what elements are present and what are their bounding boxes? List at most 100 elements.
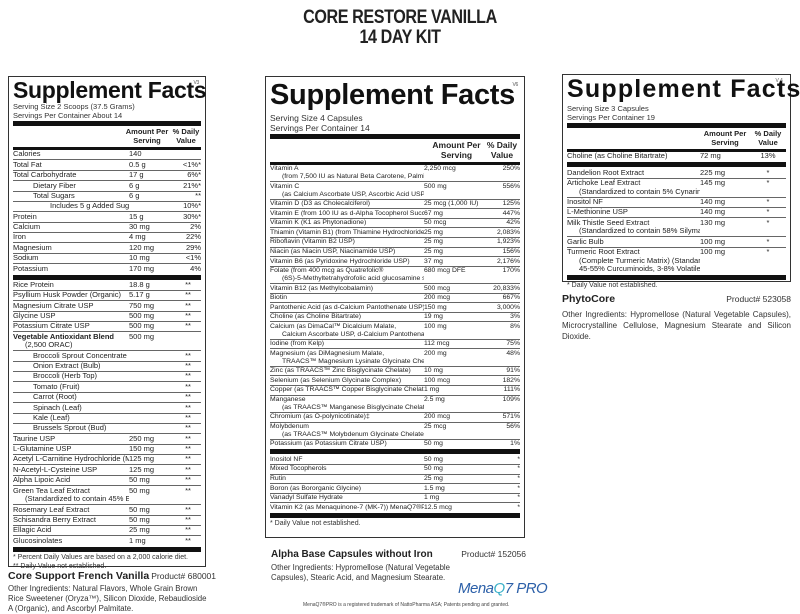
table-row: Iron 4 mg 22% (13, 232, 201, 244)
other-ingredients: Other Ingredients: Hypromellose (Natural… (562, 310, 791, 341)
row-name: Vitamin D (D3 as Cholecalciferol) (270, 200, 370, 208)
row-daily-value: 6%* (187, 170, 201, 180)
row-amount: 50 mg (424, 465, 443, 473)
row-daily-value: ** (185, 525, 191, 535)
row-amount: 15 g (129, 211, 144, 221)
table-row: Potassium Citrate USP 500 mg ** (13, 322, 201, 333)
product-line-core-support: Core Support French Vanilla Product# 680… (8, 570, 216, 582)
version-label: V4 (775, 78, 784, 84)
menaq7-pro-logo: MenaQ7 PRO (458, 580, 548, 597)
col-dv-header: % Daily Value (172, 127, 200, 145)
table-row: L-Glutamine USP 150 mg ** (13, 445, 201, 456)
column-header: Amount Per Serving % Daily Value (13, 127, 201, 147)
servings-per-container: Servings Per Container About 14 (13, 111, 123, 120)
table-row: Rosemary Leaf Extract 50 mg ** (13, 504, 201, 516)
row-amount: 30 mg (129, 222, 150, 232)
footnote-daily-value-basis: * Percent Daily Values are based on a 2,… (13, 553, 188, 561)
row-daily-value: 125% (502, 200, 520, 208)
table-row: Boron (as Bororganic Glycine) 1.5 mg * (270, 484, 520, 494)
row-amount: 6 g (129, 190, 140, 200)
table-row: Vitamin K2 (as Menaquinone-7 (MK-7)) Men… (270, 503, 520, 512)
col-amount-header: Amount Per Serving (125, 127, 169, 145)
row-name: Milk Thistle Seed Extract (Standardized t… (567, 218, 700, 236)
row-name: Tomato (Fruit) (33, 382, 80, 391)
row-name: Spinach (Leaf) (33, 403, 82, 412)
table-row: Thiamin (Vitamin B1) (from Thiamine Hydr… (270, 228, 520, 239)
row-name: Magnesium (as DiMagnesium Malate, TRAACS™… (270, 349, 424, 365)
row-name: Brussels Sprout (Bud) (33, 424, 107, 433)
row-amount: 10 mg (129, 253, 150, 263)
row-name: Includes 5 g Added Sugars (50, 202, 129, 211)
row-subtext: (Standardized to contain 5% Cynarin) (579, 186, 700, 196)
row-name: Rutin (270, 475, 286, 482)
row-amount: 200 mcg (424, 294, 451, 302)
row-subtext: (6S)-5-Methyltetrahydrofolic acid glucos… (282, 274, 424, 282)
row-name: Potassium (as Potassium Citrate USP) (270, 440, 387, 448)
row-daily-value: 111% (503, 386, 520, 394)
row-daily-value: 8% (510, 322, 520, 330)
table-row: Magnesium Citrate USP 750 mg ** (13, 301, 201, 312)
row-daily-value: ** (185, 290, 191, 300)
row-name: Magnesium Citrate USP (13, 301, 94, 310)
row-daily-value: * (766, 247, 770, 257)
row-amount: 72 mg (700, 151, 721, 161)
divider-bar (270, 512, 520, 518)
table-row: Inositol NF 50 mg * (270, 455, 520, 466)
table-row: Potassium (as Potassium Citrate USP) 50 m… (270, 440, 520, 449)
product-name: PhytoCore (562, 293, 616, 305)
row-amount: 10 mg (424, 367, 443, 375)
row-name: Total Sugars (33, 191, 75, 200)
other-ingredients: Other Ingredients: Natural Flavors, Whol… (8, 584, 207, 613)
row-amount: 1 mg (129, 535, 146, 545)
row-name: Broccoli Sprout Concentrate (33, 351, 127, 360)
row-name: Psyllium Husk Powder (Organic) (13, 291, 121, 300)
footnote-not-established: * Daily Value not established. (270, 519, 361, 527)
table-row: Choline (as Choline Bitartrate) 19 mg 3% (270, 313, 520, 323)
row-daily-value: 13% (760, 151, 776, 161)
table-row: Calories 140 (13, 150, 201, 161)
table-row: Vanadyl Sulfate Hydrate 1 mg * (270, 494, 520, 504)
row-amount: 130 mg (700, 217, 726, 227)
row-daily-value: ** (185, 464, 191, 474)
row-name: Rice Protein (13, 280, 54, 289)
row-daily-value: 182% (502, 376, 520, 384)
divider-bar (567, 123, 786, 128)
row-name: Total Carbohydrate (13, 171, 77, 180)
table-row: Dietary Fiber 6 g 21%* (13, 181, 201, 192)
table-row: Glucosinolates 1 mg ** (13, 536, 201, 545)
row-amount: 25 mg (424, 228, 443, 236)
table-row: Vitamin D (D3 as Cholecalciferol) 25 mcg … (270, 200, 520, 210)
row-daily-value: 156% (502, 248, 520, 256)
divider-bar (270, 162, 520, 165)
table-row: Inositol NF 140 mg * (567, 198, 786, 209)
table-row: Vitamin A (from 7,500 IU as Natural Beta … (270, 165, 520, 183)
row-amount: 500 mg (129, 311, 155, 321)
row-amount: 50 mg (129, 504, 150, 514)
row-name: Iodine (from Kelp) (270, 340, 325, 348)
row-name: Schisandra Berry Extract (13, 515, 96, 524)
row-daily-value: * (517, 494, 520, 502)
row-daily-value: * (517, 475, 520, 482)
row-name: Vitamin B6 (as Pyridoxine Hydrochloride … (270, 257, 410, 265)
table-row: Sodium 10 mg <1% (13, 253, 201, 265)
table-row: Vitamin K (K1 as Phytonadione) 50 mcg 42% (270, 219, 520, 229)
row-daily-value: ** (185, 279, 191, 289)
row-daily-value: 91% (506, 367, 520, 375)
supplement-facts-panel-alpha-base: Supplement Facts V6 Serving Size 4 Capsu… (265, 76, 525, 538)
row-amount: 100 mcg (424, 376, 451, 384)
page-title: CORE RESTORE VANILLA 14 DAY KIT (60, 8, 740, 48)
row-daily-value: * (766, 167, 770, 177)
table-row: Vegetable Antioxidant Blend (2,500 ORAC) 5… (13, 332, 201, 352)
table-row: Vitamin E (from 100 IU as d-Alpha Tocoph… (270, 209, 520, 219)
product-line-alpha-base: Alpha Base Capsules without Iron Product… (271, 549, 526, 560)
row-daily-value: * (766, 207, 770, 217)
table-row: Brussels Sprout (Bud) ** (13, 424, 201, 435)
row-daily-value: ** (195, 190, 201, 200)
row-daily-value: <1% (185, 253, 201, 263)
row-amount: 50 mg (424, 455, 443, 463)
row-daily-value: 22% (185, 232, 201, 242)
row-daily-value: 2,083% (496, 228, 520, 236)
row-amount: 120 mg (129, 242, 155, 252)
table-row: Turmeric Root Extract (Complete Turmeric … (567, 248, 786, 275)
row-amount: 19 mg (424, 313, 443, 321)
